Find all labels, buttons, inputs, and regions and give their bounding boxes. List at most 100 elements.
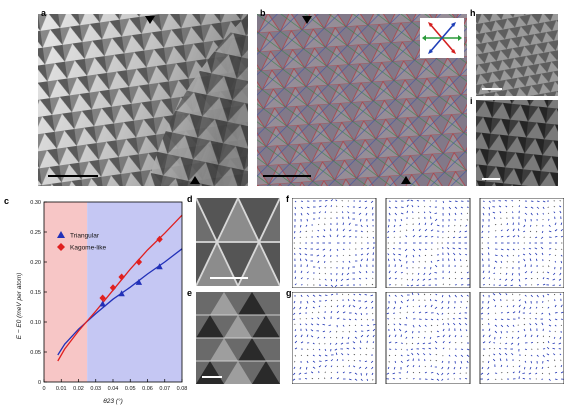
vector-arrow <box>316 249 319 250</box>
vector-arrow <box>417 200 419 201</box>
vector-arrow <box>373 252 374 255</box>
vector-arrow <box>347 206 349 207</box>
y-tick-label: 0.10 <box>30 320 41 326</box>
vector-field-panel <box>292 292 376 384</box>
panel-d: d <box>196 198 280 286</box>
x-tick-label: 0.04 <box>108 386 119 392</box>
vector-arrow <box>373 324 375 325</box>
vector-arrow <box>307 219 308 221</box>
vector-arrow <box>325 295 327 296</box>
vector-arrow <box>407 355 409 356</box>
image-h <box>476 14 558 96</box>
vector-arrow <box>325 285 327 286</box>
vector-arrow <box>307 278 309 279</box>
vector-arrow <box>393 248 395 249</box>
vector-arrow <box>430 206 431 207</box>
x-tick-label: 0.08 <box>177 386 188 392</box>
vector-arrow <box>419 223 420 225</box>
panel-e: e <box>196 292 280 384</box>
simulation-image-e <box>196 292 280 384</box>
vector-arrow <box>547 360 549 361</box>
vector-field-frame <box>386 292 470 384</box>
vector-arrow <box>406 317 407 319</box>
image-i <box>476 100 558 186</box>
y-tick-label: 0 <box>38 380 41 386</box>
x-tick-label: 0.03 <box>90 386 101 392</box>
panel-label-e: e <box>187 288 192 298</box>
vector-arrow <box>483 284 485 285</box>
vector-arrow <box>460 329 461 331</box>
vector-arrow <box>331 205 332 207</box>
x-tick-label: 0.01 <box>56 386 67 392</box>
vector-arrow <box>448 258 449 261</box>
panel-h: h <box>476 14 558 96</box>
vector-arrow <box>437 336 439 337</box>
y-tick-label: 0.30 <box>30 200 41 206</box>
y-tick-label: 0.20 <box>30 260 41 266</box>
panel-label-h: h <box>470 8 476 18</box>
x-tick-label: 0.06 <box>142 386 153 392</box>
y-tick-label: 0.15 <box>30 290 41 296</box>
x-axis-label: θ23 (°) <box>103 397 123 405</box>
vector-arrow <box>431 236 433 237</box>
vector-arrow <box>482 259 483 261</box>
vector-field-row-g <box>292 292 564 384</box>
x-tick-label: 0.07 <box>159 386 170 392</box>
vector-arrow <box>329 325 331 326</box>
vector-arrow <box>422 348 425 349</box>
vector-arrow <box>348 217 349 219</box>
vector-arrow <box>512 211 513 213</box>
vector-arrow <box>307 265 308 267</box>
panel-g: g <box>292 292 564 384</box>
moire-image-b <box>257 14 467 186</box>
simulation-image-d <box>196 198 280 286</box>
vector-field-frame <box>480 292 564 384</box>
vector-arrow <box>348 267 349 269</box>
vector-arrow <box>367 225 368 227</box>
vector-arrow <box>360 219 361 222</box>
vector-arrow <box>507 223 508 225</box>
shaded-region-1 <box>87 202 182 382</box>
vector-arrow <box>337 229 338 231</box>
vector-field-panel <box>480 292 564 384</box>
panel-label-g: g <box>286 288 292 298</box>
vector-arrow <box>301 201 303 202</box>
x-tick-label: 0 <box>42 386 45 392</box>
panel-label-a: a <box>41 8 46 18</box>
vector-field-row-f <box>292 198 564 288</box>
vector-arrow <box>525 219 526 222</box>
legend-kagome-label: Kagome-like <box>70 245 107 252</box>
panel-label-b: b <box>260 8 266 18</box>
vector-field-frame <box>292 198 376 288</box>
vector-arrow <box>366 373 367 375</box>
legend-triangular-label: Triangular <box>70 233 100 240</box>
y-axis-label: E − E0 (meV per atom) <box>16 273 23 340</box>
panel-a: a <box>38 14 248 186</box>
moire-image-a <box>38 14 248 186</box>
panel-b: b <box>257 14 467 186</box>
panel-label-c: c <box>4 196 9 206</box>
vector-field-panel <box>480 198 564 288</box>
vector-arrow <box>525 264 526 267</box>
vector-field-panel <box>292 198 376 288</box>
panel-label-d: d <box>187 194 193 204</box>
panel-label-i: i <box>470 96 473 106</box>
vector-field-panel <box>386 198 470 288</box>
vector-arrow <box>360 264 361 267</box>
vector-arrow <box>401 335 402 337</box>
vector-field-panel <box>386 292 470 384</box>
x-tick-label: 0.05 <box>125 386 136 392</box>
panel-f: f <box>292 198 564 288</box>
vector-arrow <box>455 201 458 202</box>
vector-arrow <box>461 349 463 350</box>
vector-arrow <box>488 253 489 255</box>
vector-arrow <box>493 273 495 274</box>
y-tick-label: 0.05 <box>30 350 41 356</box>
vector-field-frame <box>386 198 470 288</box>
vector-arrow <box>407 211 408 213</box>
vector-arrow <box>505 285 507 286</box>
shaded-region-0 <box>44 202 87 382</box>
panel-i: i <box>476 100 558 186</box>
